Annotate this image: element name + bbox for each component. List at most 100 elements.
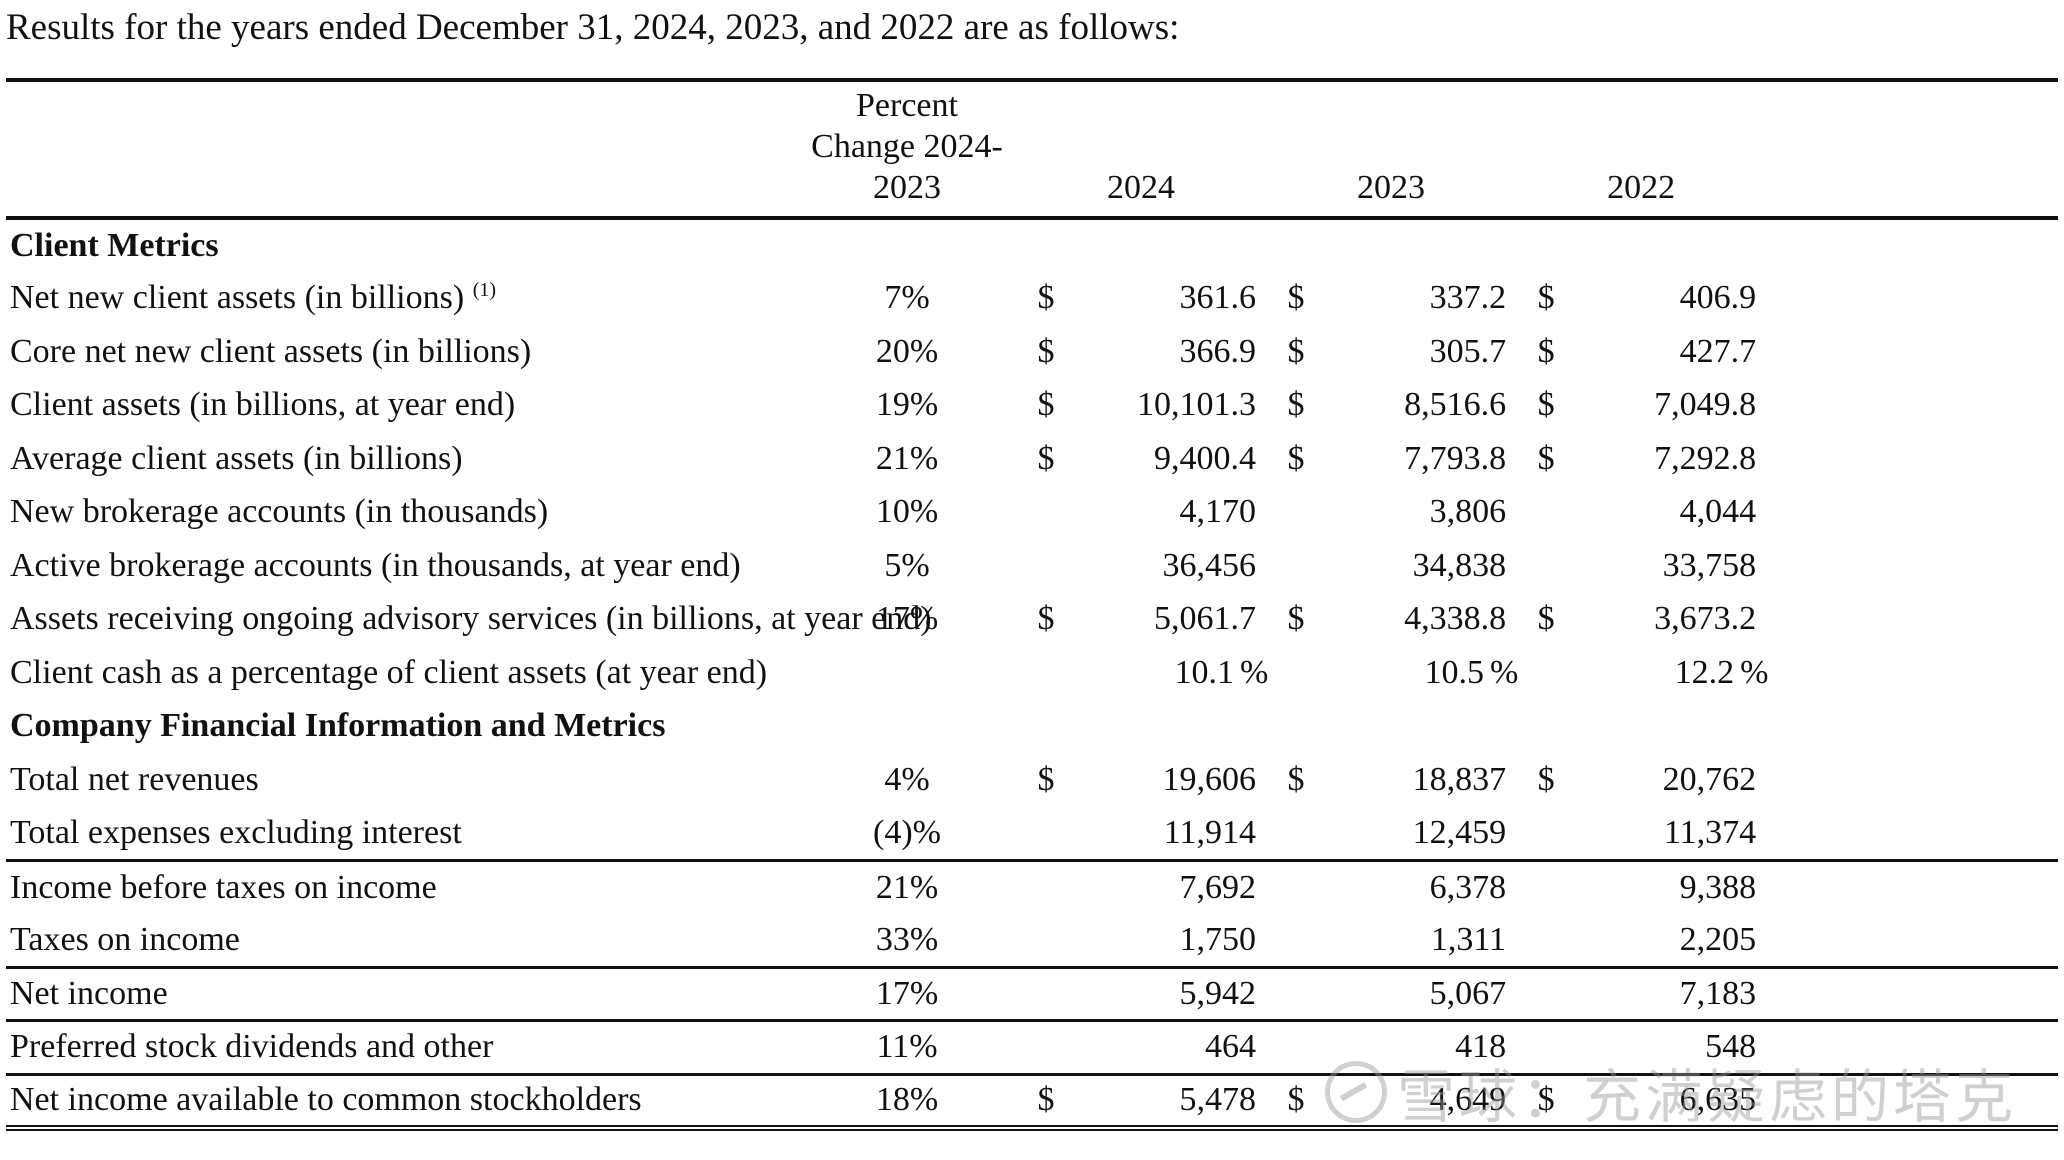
table-row: Client cash as a percentage of client as… [6, 646, 2058, 700]
dollar-sign-empty [1016, 539, 1076, 593]
value-2022: 427.7 [1679, 332, 1757, 370]
row-label: Income before taxes on income [6, 858, 798, 914]
value-2023: 10.5 [1424, 653, 1485, 691]
spacer-cell [1766, 325, 2058, 379]
row-label: Client cash as a percentage of client as… [10, 653, 768, 691]
pct-change: 33% [875, 920, 939, 958]
pct-change: 5% [884, 546, 930, 584]
dollar-sign: $ [1287, 386, 1305, 424]
dollar-sign: $ [1037, 760, 1055, 798]
value-2022: 12.2 [1674, 653, 1735, 691]
dollar-sign: $ [1037, 600, 1055, 638]
value-2023: 337.2 [1429, 279, 1507, 317]
value-2024: 464 [1076, 1019, 1267, 1074]
value-2024: 19,606 [1162, 760, 1257, 798]
dollar-sign: $ [1537, 386, 1555, 424]
table-row: Total net revenues 4% $ 19,606 $ 18,837 … [6, 753, 2058, 807]
spacer-cell [1766, 1019, 2059, 1074]
row-label: Client assets (in billions, at year end) [10, 386, 516, 424]
footnote-marker: (1) [472, 279, 497, 302]
pct-change: 11% [798, 1019, 1016, 1074]
spacer-cell [1766, 272, 2058, 326]
row-label-text: Net new client assets (in billions) [10, 279, 465, 317]
pct-change: 21% [875, 439, 939, 477]
intro-text: Results for the years ended December 31,… [6, 7, 1180, 48]
pct-change: 19% [875, 386, 939, 424]
value-2024: 5,478 [1076, 1072, 1267, 1131]
spacer-cell [1766, 753, 2058, 807]
value-2023: 1,311 [1430, 920, 1507, 958]
spacer-cell [1766, 539, 2058, 593]
header-year-2022: 2022 [1516, 78, 1767, 220]
value-2022: 2,205 [1679, 920, 1757, 958]
value-2022: 20,762 [1662, 760, 1757, 798]
spacer-cell [1766, 646, 2058, 700]
spacer-cell [1766, 807, 2058, 861]
row-label: Core net new client assets (in billions) [10, 332, 532, 370]
dollar-sign-empty [1016, 486, 1076, 540]
header-spacer [1766, 78, 2059, 220]
dollar-sign-empty [1516, 965, 1577, 1021]
pct-change: 20% [875, 332, 939, 370]
table-row: Average client assets (in billions) 21% … [6, 432, 2058, 486]
dollar-sign: $ [1537, 439, 1555, 477]
value-2022: 7,292.8 [1654, 439, 1757, 477]
value-2024: 4,170 [1179, 493, 1257, 531]
row-label: Net income [6, 965, 798, 1021]
value-2024: 9,400.4 [1154, 439, 1257, 477]
dollar-sign-empty [1016, 646, 1076, 700]
value-2022: 7,183 [1576, 965, 1767, 1021]
table-row: Income before taxes on income 21% 7,692 … [6, 858, 2059, 914]
spacer-cell [1766, 432, 2058, 486]
value-2022: 6,635 [1576, 1072, 1767, 1131]
dollar-sign-empty [1016, 914, 1076, 968]
pct-change: 7% [884, 279, 930, 317]
spacer-cell [1766, 486, 2058, 540]
dollar-sign-empty [1016, 807, 1076, 861]
pct-change: 10% [875, 493, 939, 531]
row-label: Net new client assets (in billions) (1) [6, 272, 798, 326]
dollar-sign-empty [1266, 807, 1326, 861]
pct-change: 4% [884, 760, 930, 798]
percent-sign: % [1740, 653, 1769, 691]
table-row: Total expenses excluding interest (4)% 1… [6, 807, 2058, 861]
row-label: Total expenses excluding interest [10, 813, 462, 851]
spacer-cell [1766, 965, 2059, 1021]
dollar-sign: $ [1537, 332, 1555, 370]
section-row-client-metrics: Client Metrics [6, 218, 2058, 272]
dollar-sign-empty [1516, 807, 1576, 861]
table-row: Net income 17% 5,942 5,067 7,183 [6, 965, 2059, 1021]
header-pct-line2: Change 2024- [811, 128, 1003, 165]
dollar-sign: $ [1287, 439, 1305, 477]
dollar-sign: $ [1037, 386, 1055, 424]
row-label: Preferred stock dividends and other [6, 1019, 798, 1074]
dollar-sign: $ [1537, 279, 1555, 317]
row-label: Assets receiving ongoing advisory servic… [10, 600, 932, 638]
table-row: Taxes on income 33% 1,750 1,311 2,205 [6, 914, 2058, 968]
percent-sign: % [1490, 653, 1519, 691]
value-2023: 6,378 [1326, 858, 1517, 914]
header-label-blank [6, 78, 798, 220]
table-row: Active brokerage accounts (in thousands,… [6, 539, 2058, 593]
header-year-2023: 2023 [1266, 78, 1517, 220]
row-label: Total net revenues [10, 760, 259, 798]
row-label: Taxes on income [10, 920, 240, 958]
dollar-sign-empty [1266, 486, 1326, 540]
snowball-logo-icon [1325, 1061, 1387, 1123]
value-2024: 5,061.7 [1154, 600, 1257, 638]
pct-change: 21% [798, 858, 1016, 914]
dollar-sign: $ [1037, 332, 1055, 370]
value-2023: 5,067 [1326, 965, 1517, 1021]
financial-results-table: Percent Change 2024- 2023 2024 2023 2022… [6, 78, 2059, 1131]
dollar-sign-empty [1516, 858, 1577, 914]
table-row: New brokerage accounts (in thousands) 10… [6, 486, 2058, 540]
dollar-sign: $ [1537, 760, 1555, 798]
table-row: Assets receiving ongoing advisory servic… [6, 593, 2058, 647]
section-row-company-financial: Company Financial Information and Metric… [6, 700, 2058, 754]
header-row: Percent Change 2024- 2023 2024 2023 2022 [6, 78, 2059, 220]
spacer-cell [1766, 593, 2058, 647]
dollar-sign: $ [1537, 600, 1555, 638]
dollar-sign: $ [1037, 439, 1055, 477]
value-2023: 418 [1326, 1019, 1517, 1074]
table-row: Net new client assets (in billions) (1) … [6, 272, 2058, 326]
